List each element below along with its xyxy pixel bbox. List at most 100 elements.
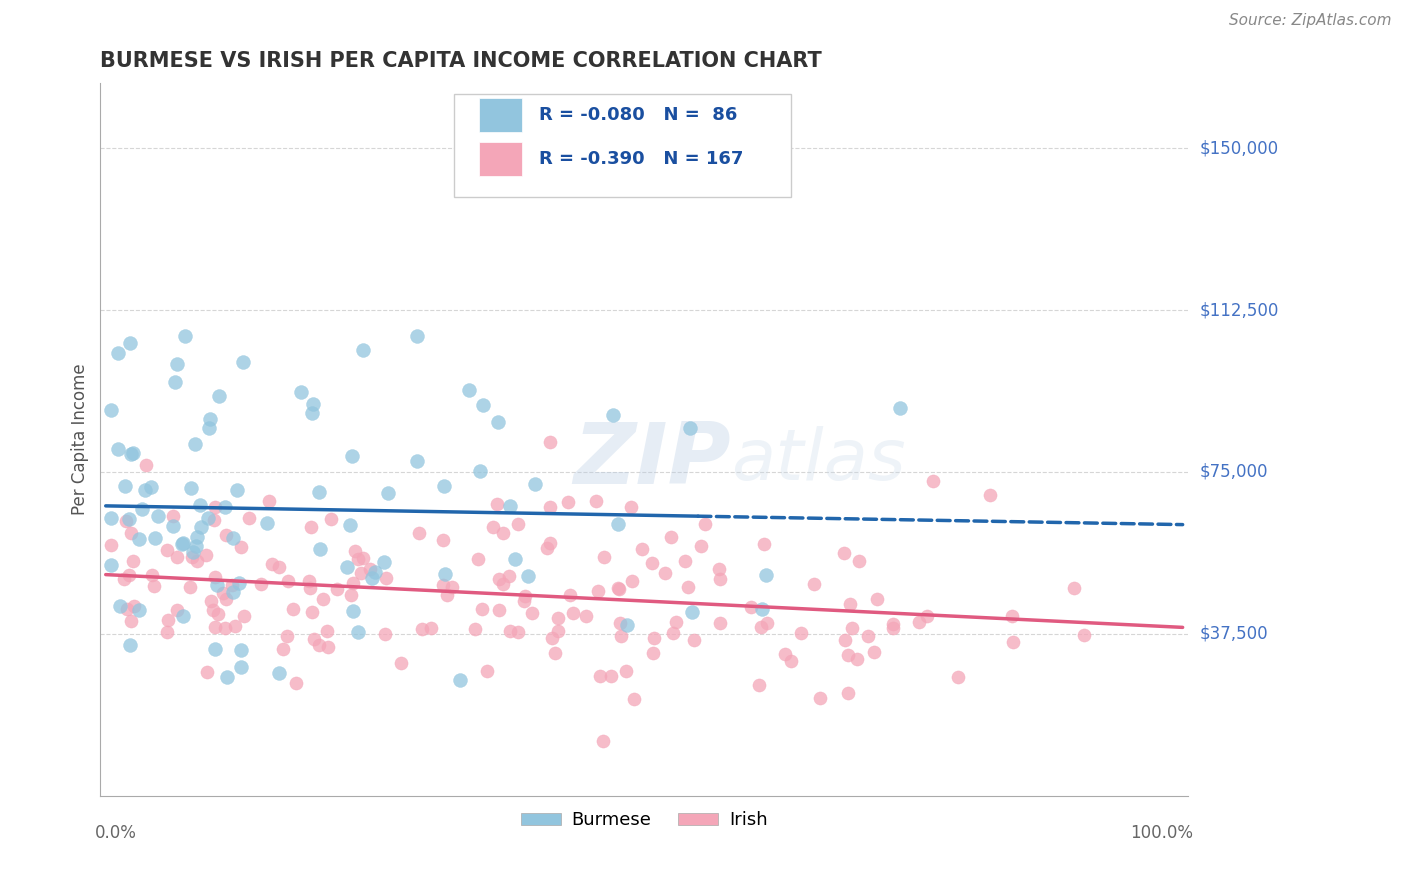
Point xyxy=(834,632,856,647)
Point xyxy=(709,573,731,587)
Point xyxy=(249,577,271,591)
Point xyxy=(499,624,522,639)
Point xyxy=(200,594,222,608)
Point xyxy=(181,550,204,565)
Point xyxy=(979,488,1001,502)
Point xyxy=(204,641,226,656)
Point xyxy=(665,615,688,629)
Point xyxy=(166,549,188,564)
Point xyxy=(336,559,359,574)
Point xyxy=(748,678,770,692)
Point xyxy=(316,640,339,655)
Point xyxy=(226,483,249,498)
Point xyxy=(283,602,305,616)
Point xyxy=(609,615,631,630)
Point xyxy=(146,509,169,524)
Point xyxy=(172,536,194,550)
Point xyxy=(340,588,363,602)
Text: R = -0.080   N =  86: R = -0.080 N = 86 xyxy=(538,106,737,124)
Point xyxy=(143,532,166,546)
Point xyxy=(114,478,136,492)
Point xyxy=(922,475,945,489)
Point xyxy=(120,448,142,462)
Point xyxy=(212,586,235,600)
Point xyxy=(803,577,825,591)
Point xyxy=(118,568,141,582)
Point xyxy=(232,354,254,368)
Text: BURMESE VS IRISH PER CAPITA INCOME CORRELATION CHART: BURMESE VS IRISH PER CAPITA INCOME CORRE… xyxy=(100,51,823,70)
Point xyxy=(172,537,194,551)
Point xyxy=(1073,628,1095,642)
Point xyxy=(188,498,211,512)
Point xyxy=(112,572,135,586)
Point xyxy=(346,552,368,566)
Point xyxy=(214,500,236,514)
Bar xyxy=(479,142,523,177)
Point xyxy=(593,549,616,564)
Point xyxy=(889,401,911,415)
Point xyxy=(343,544,366,558)
Point xyxy=(118,512,141,526)
Point xyxy=(131,502,153,516)
Point xyxy=(315,624,337,638)
Point xyxy=(432,533,454,547)
Point xyxy=(309,541,332,556)
Point xyxy=(621,574,644,588)
Point xyxy=(740,600,762,615)
Point xyxy=(108,599,131,613)
Text: 100.0%: 100.0% xyxy=(1130,824,1194,842)
Point xyxy=(232,609,254,624)
Point xyxy=(364,566,387,580)
Bar xyxy=(479,98,523,132)
Point xyxy=(204,620,226,634)
Point xyxy=(856,629,879,643)
Point xyxy=(184,437,207,451)
Point xyxy=(908,615,931,629)
Point xyxy=(128,603,150,617)
Point xyxy=(134,483,156,498)
Point xyxy=(837,686,859,700)
Point xyxy=(202,513,225,527)
Point xyxy=(228,576,250,591)
Point xyxy=(562,606,585,620)
Point xyxy=(301,606,323,620)
Point xyxy=(508,517,530,532)
Point xyxy=(432,577,454,591)
Point xyxy=(486,497,509,511)
Point xyxy=(837,648,859,663)
Point xyxy=(207,607,229,621)
Point xyxy=(662,626,685,640)
Point xyxy=(308,638,330,652)
Point xyxy=(273,642,295,657)
Point xyxy=(319,512,342,526)
Point xyxy=(751,601,773,615)
Point xyxy=(614,664,637,678)
Point xyxy=(373,555,395,569)
Point xyxy=(915,609,938,624)
Point xyxy=(214,621,236,635)
Point xyxy=(681,605,703,619)
Point xyxy=(408,525,430,540)
Point xyxy=(195,549,218,563)
Point xyxy=(599,669,621,683)
Point xyxy=(411,623,433,637)
Point xyxy=(882,617,904,632)
Point xyxy=(607,582,630,597)
Point xyxy=(558,588,581,602)
Point xyxy=(845,652,868,666)
Point xyxy=(610,629,633,643)
Point xyxy=(755,615,778,630)
Point xyxy=(222,531,245,545)
Point xyxy=(1063,581,1085,595)
Point xyxy=(673,554,696,568)
Point xyxy=(585,493,607,508)
Point xyxy=(107,345,129,359)
Point xyxy=(299,519,322,533)
Point xyxy=(488,572,510,586)
Point xyxy=(620,500,643,514)
Point xyxy=(547,611,569,625)
Point xyxy=(406,329,429,343)
Point xyxy=(276,629,298,643)
Point xyxy=(204,500,226,514)
Point xyxy=(186,554,208,568)
